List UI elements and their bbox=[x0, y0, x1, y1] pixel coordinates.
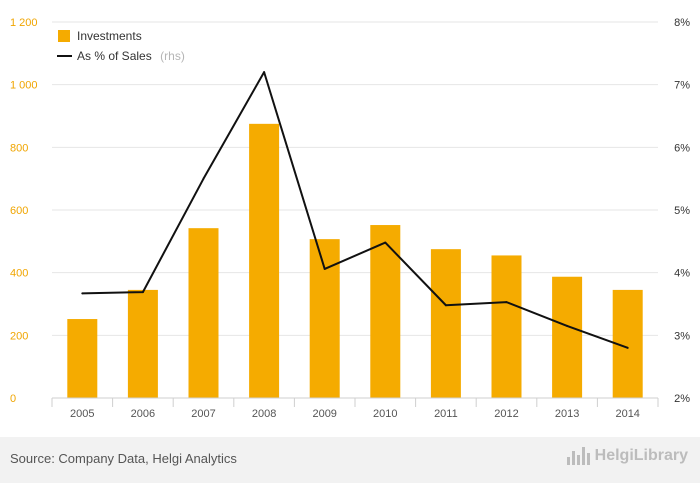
right-axis-tick-label: 2% bbox=[674, 393, 690, 405]
logo-text: HelgiLibrary bbox=[594, 447, 688, 464]
investment-bars bbox=[67, 123, 643, 398]
right-axis-tick-label: 6% bbox=[674, 142, 690, 154]
investment-bar bbox=[370, 225, 401, 398]
sales-share-point bbox=[81, 292, 84, 295]
sales-share-point bbox=[141, 291, 144, 294]
legend-label-sales-share-suffix: (rhs) bbox=[160, 49, 185, 63]
legend: Investments As % of Sales (rhs) bbox=[57, 29, 185, 64]
x-axis-tick-label: 2011 bbox=[434, 408, 458, 420]
sales-share-point bbox=[202, 177, 205, 180]
x-axis-tick-label: 2007 bbox=[191, 408, 215, 420]
left-axis-tick-label: 1 200 bbox=[10, 17, 38, 29]
left-axis-tick-label: 800 bbox=[10, 142, 28, 154]
right-axis-tick-label: 8% bbox=[674, 17, 690, 29]
city-skyline-icon bbox=[566, 447, 590, 465]
sales-share-series-line bbox=[82, 71, 629, 349]
investment-bar bbox=[491, 255, 522, 398]
x-axis-tick-label: 2014 bbox=[615, 408, 639, 420]
right-axis-tick-label: 3% bbox=[674, 330, 690, 342]
left-axis-tick-label: 1 000 bbox=[10, 80, 38, 92]
x-axis-tick-label: 2009 bbox=[312, 408, 336, 420]
legend-label-investments: Investments bbox=[77, 29, 142, 43]
sales-share-point bbox=[505, 301, 508, 304]
sales-share-point bbox=[626, 346, 629, 349]
sales-share-point bbox=[566, 324, 569, 327]
right-axis-tick-label: 5% bbox=[674, 205, 690, 217]
sales-share-point bbox=[263, 71, 266, 74]
left-axis-tick-label: 600 bbox=[10, 205, 28, 217]
right-axis-tick-label: 4% bbox=[674, 268, 690, 280]
sales-share-point bbox=[384, 241, 387, 244]
source-note: Source: Company Data, Helgi Analytics bbox=[10, 451, 237, 466]
axes: 0 200 400 600 800 1 000 1 200 2% 3% 4% 5% 6% 7% 8% 200… bbox=[10, 17, 690, 420]
helgi-library-logo: HelgiLibrary bbox=[566, 447, 688, 465]
x-axis-tick-label: 2005 bbox=[70, 408, 94, 420]
right-axis-tick-label: 7% bbox=[674, 80, 690, 92]
investment-bar bbox=[188, 228, 219, 398]
investment-bar bbox=[67, 319, 98, 398]
sales-share-line bbox=[81, 71, 629, 349]
investment-bar bbox=[127, 289, 158, 398]
legend-label-sales-share: As % of Sales (rhs) bbox=[77, 47, 185, 64]
x-axis-tick-label: 2012 bbox=[494, 408, 518, 420]
combo-chart: 0 200 400 600 800 1 000 1 200 2% 3% 4% 5% 6% 7% 8% 200… bbox=[10, 17, 690, 420]
legend-label-sales-share-name: As % of Sales bbox=[77, 49, 152, 63]
x-axis-tick-label: 2010 bbox=[373, 408, 397, 420]
x-axis-tick-label: 2008 bbox=[252, 408, 276, 420]
investment-bar bbox=[552, 276, 583, 398]
investment-bar bbox=[309, 239, 340, 398]
left-axis-tick-label: 200 bbox=[10, 330, 28, 342]
left-axis-tick-label: 0 bbox=[10, 393, 16, 405]
sales-share-point bbox=[323, 267, 326, 270]
x-axis-tick-label: 2013 bbox=[555, 408, 579, 420]
legend-swatch-investments bbox=[58, 30, 70, 42]
investment-bar bbox=[430, 249, 461, 398]
investment-bar bbox=[249, 123, 280, 398]
footer: Source: Company Data, Helgi Analytics He… bbox=[0, 437, 700, 483]
sales-share-point bbox=[444, 304, 447, 307]
left-axis-tick-label: 400 bbox=[10, 268, 28, 280]
x-axis-tick-label: 2006 bbox=[131, 408, 155, 420]
